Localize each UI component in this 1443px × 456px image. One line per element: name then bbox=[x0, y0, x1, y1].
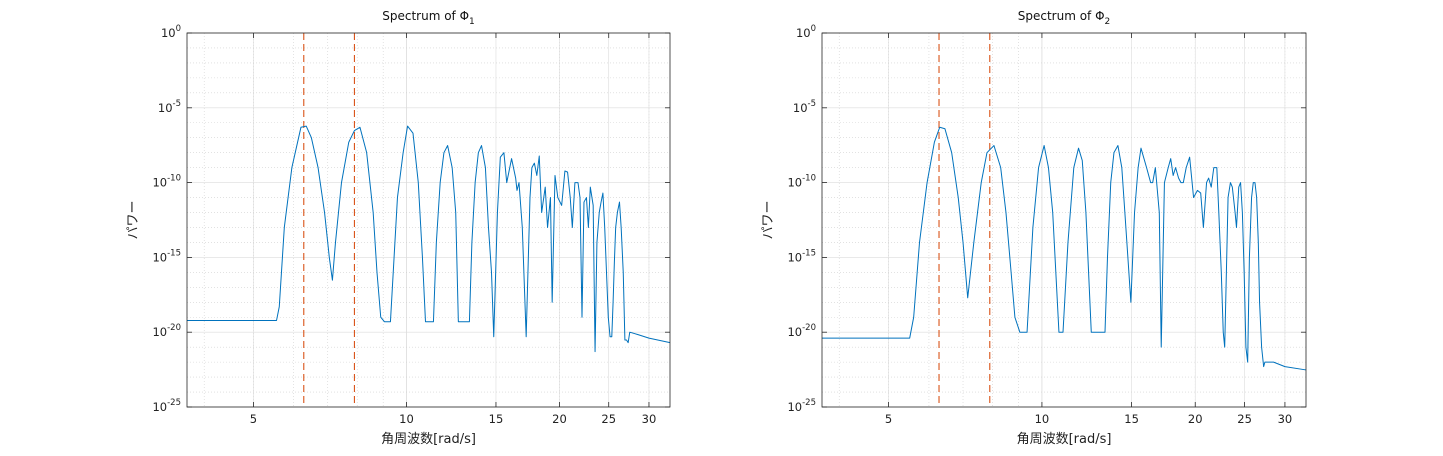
y-tick-label-exponent: -5 bbox=[173, 99, 181, 109]
chart-title-subscript: 2 bbox=[1105, 17, 1111, 27]
y-tick-label: 100 bbox=[161, 24, 181, 40]
y-tick-label-exponent: -20 bbox=[167, 323, 181, 333]
x-tick-label: 10 bbox=[399, 412, 414, 426]
x-axis-label: 角周波数[rad/s] bbox=[1017, 432, 1112, 447]
y-tick-label-exponent: -25 bbox=[167, 398, 181, 408]
y-tick-label-base: 10 bbox=[152, 250, 167, 264]
chart-title-text: Spectrum of Φ bbox=[1018, 9, 1105, 23]
y-tick-label: 10-5 bbox=[793, 99, 816, 115]
chart-title-subscript: 1 bbox=[469, 17, 475, 27]
y-tick-label-exponent: -15 bbox=[802, 248, 816, 258]
y-tick-label-exponent: -15 bbox=[167, 248, 181, 258]
y-tick-label: 100 bbox=[796, 24, 816, 40]
x-tick-label: 15 bbox=[1124, 412, 1139, 426]
chart-title-text: Spectrum of Φ bbox=[382, 9, 469, 23]
y-tick-label-exponent: 0 bbox=[811, 24, 816, 34]
y-tick-label-base: 10 bbox=[152, 400, 167, 414]
y-tick-label: 10-10 bbox=[152, 174, 181, 190]
y-tick-label: 10-5 bbox=[158, 99, 181, 115]
axes-frame bbox=[186, 32, 671, 408]
plot-area bbox=[187, 33, 670, 407]
y-tick-label-base: 10 bbox=[787, 400, 802, 414]
y-tick-label-exponent: -20 bbox=[802, 323, 816, 333]
vertical-markers bbox=[303, 33, 355, 407]
chart-title: Spectrum of Φ2 bbox=[1018, 9, 1111, 27]
x-tick-label: 5 bbox=[885, 412, 892, 426]
y-tick-label-exponent: -10 bbox=[802, 174, 816, 184]
y-tick-label-exponent: 0 bbox=[176, 24, 181, 34]
y-tick-label-base: 10 bbox=[787, 250, 802, 264]
y-tick-label-exponent: -25 bbox=[802, 398, 816, 408]
y-tick-label-exponent: -10 bbox=[167, 174, 181, 184]
x-tick-label: 30 bbox=[642, 412, 657, 426]
y-tick-label: 10-20 bbox=[152, 323, 181, 339]
series-layer bbox=[822, 126, 1307, 371]
y-tick-label: 10-20 bbox=[787, 323, 816, 339]
y-tick-label: 10-15 bbox=[787, 248, 816, 264]
y-tick-label-base: 10 bbox=[152, 325, 167, 339]
tick-marks bbox=[822, 32, 1306, 408]
spectrum-line bbox=[187, 125, 671, 353]
x-tick-label: 25 bbox=[601, 412, 616, 426]
x-tick-labels: 5 10 15 20 25 30 bbox=[250, 412, 656, 426]
x-tick-label: 20 bbox=[1188, 412, 1203, 426]
y-tick-label-base: 10 bbox=[787, 325, 802, 339]
tick-marks bbox=[187, 32, 670, 408]
y-tick-label-base: 10 bbox=[158, 101, 173, 115]
series-layer bbox=[187, 125, 671, 353]
chart-panel-phi2: 5 10 15 20 25 30 10-2510-2010-1510-1010-5100 … bbox=[761, 9, 1307, 447]
y-tick-label: 10-15 bbox=[152, 248, 181, 264]
chart-panel-phi1: 5 10 15 20 25 30 10-2510-2010-1510-1010-5100 … bbox=[126, 9, 671, 447]
y-tick-label-base: 10 bbox=[152, 176, 167, 190]
x-tick-label: 25 bbox=[1237, 412, 1252, 426]
y-tick-label-base: 10 bbox=[793, 101, 808, 115]
x-axis-label: 角周波数[rad/s] bbox=[381, 432, 476, 447]
chart-title: Spectrum of Φ1 bbox=[382, 9, 475, 27]
y-axis-label: パワー bbox=[761, 200, 776, 239]
axes-frame bbox=[821, 32, 1307, 408]
x-tick-label: 10 bbox=[1035, 412, 1050, 426]
y-axis-label: パワー bbox=[126, 200, 141, 239]
y-tick-label-base: 10 bbox=[796, 26, 811, 40]
y-tick-label-exponent: -5 bbox=[808, 99, 816, 109]
x-tick-label: 5 bbox=[250, 412, 257, 426]
y-tick-label: 10-25 bbox=[152, 398, 181, 414]
y-tick-label: 10-25 bbox=[787, 398, 816, 414]
vertical-markers bbox=[938, 33, 991, 407]
x-tick-labels: 5 10 15 20 25 30 bbox=[885, 412, 1292, 426]
x-tick-label: 15 bbox=[489, 412, 504, 426]
y-tick-label-base: 10 bbox=[787, 176, 802, 190]
spectrum-line bbox=[822, 126, 1307, 371]
x-tick-label: 20 bbox=[552, 412, 567, 426]
plot-area bbox=[822, 33, 1306, 407]
x-tick-label: 30 bbox=[1278, 412, 1293, 426]
y-tick-label-base: 10 bbox=[161, 26, 176, 40]
y-tick-label: 10-10 bbox=[787, 174, 816, 190]
